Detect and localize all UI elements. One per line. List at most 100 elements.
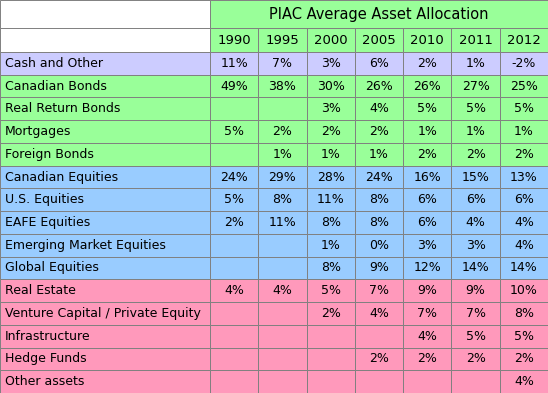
Text: 1%: 1%: [466, 125, 486, 138]
Text: 3%: 3%: [321, 102, 341, 115]
Bar: [258, 302, 306, 325]
Text: 1%: 1%: [514, 125, 534, 138]
Text: Canadian Equities: Canadian Equities: [5, 171, 118, 184]
Bar: [403, 325, 452, 347]
Bar: [210, 347, 258, 370]
Bar: [452, 97, 500, 120]
Bar: [500, 302, 548, 325]
Text: Mortgages: Mortgages: [5, 125, 71, 138]
Text: 30%: 30%: [317, 80, 345, 93]
Text: 5%: 5%: [321, 284, 341, 297]
Text: Global Equities: Global Equities: [5, 261, 99, 274]
Text: 10%: 10%: [510, 284, 538, 297]
Text: 12%: 12%: [413, 261, 441, 274]
Text: 6%: 6%: [369, 57, 389, 70]
Bar: [355, 166, 403, 188]
Bar: [0, 370, 210, 393]
Bar: [258, 211, 306, 234]
Text: 26%: 26%: [413, 80, 441, 93]
Bar: [0, 97, 210, 120]
Text: 1%: 1%: [321, 239, 341, 252]
Text: 2%: 2%: [418, 57, 437, 70]
Bar: [355, 143, 403, 166]
Bar: [258, 257, 306, 279]
Bar: [452, 28, 500, 52]
Bar: [355, 234, 403, 257]
Text: U.S. Equities: U.S. Equities: [5, 193, 84, 206]
Text: 2%: 2%: [321, 307, 341, 320]
Bar: [403, 370, 452, 393]
Text: 2%: 2%: [272, 125, 293, 138]
Text: 7%: 7%: [417, 307, 437, 320]
Text: Hedge Funds: Hedge Funds: [5, 353, 87, 365]
Text: Venture Capital / Private Equity: Venture Capital / Private Equity: [5, 307, 201, 320]
Text: 8%: 8%: [321, 216, 341, 229]
Bar: [452, 143, 500, 166]
Text: 29%: 29%: [269, 171, 296, 184]
Text: 2000: 2000: [314, 33, 347, 46]
Text: 8%: 8%: [369, 216, 389, 229]
Text: 4%: 4%: [514, 239, 534, 252]
Bar: [258, 143, 306, 166]
Bar: [355, 120, 403, 143]
Bar: [210, 325, 258, 347]
Text: Foreign Bonds: Foreign Bonds: [5, 148, 94, 161]
Bar: [306, 370, 355, 393]
Bar: [0, 75, 210, 97]
Text: 7%: 7%: [466, 307, 486, 320]
Bar: [452, 279, 500, 302]
Bar: [210, 302, 258, 325]
Bar: [306, 52, 355, 75]
Bar: [500, 120, 548, 143]
Bar: [0, 28, 210, 52]
Bar: [403, 211, 452, 234]
Bar: [452, 75, 500, 97]
Text: 8%: 8%: [369, 193, 389, 206]
Bar: [403, 28, 452, 52]
Bar: [306, 143, 355, 166]
Bar: [306, 75, 355, 97]
Text: 6%: 6%: [418, 193, 437, 206]
Bar: [355, 302, 403, 325]
Bar: [210, 52, 258, 75]
Text: 26%: 26%: [365, 80, 393, 93]
Bar: [452, 347, 500, 370]
Text: 5%: 5%: [417, 102, 437, 115]
Bar: [355, 52, 403, 75]
Bar: [355, 97, 403, 120]
Bar: [0, 188, 210, 211]
Bar: [500, 75, 548, 97]
Text: 1990: 1990: [218, 33, 251, 46]
Bar: [355, 325, 403, 347]
Bar: [0, 166, 210, 188]
Bar: [0, 211, 210, 234]
Bar: [452, 325, 500, 347]
Bar: [258, 28, 306, 52]
Text: 9%: 9%: [418, 284, 437, 297]
Bar: [0, 257, 210, 279]
Text: 2%: 2%: [369, 125, 389, 138]
Bar: [258, 75, 306, 97]
Bar: [500, 257, 548, 279]
Text: 5%: 5%: [224, 125, 244, 138]
Text: 2%: 2%: [514, 353, 534, 365]
Text: 5%: 5%: [224, 193, 244, 206]
Text: 1%: 1%: [321, 148, 341, 161]
Bar: [355, 347, 403, 370]
Bar: [258, 188, 306, 211]
Text: 11%: 11%: [220, 57, 248, 70]
Bar: [0, 302, 210, 325]
Bar: [306, 279, 355, 302]
Text: 27%: 27%: [461, 80, 489, 93]
Text: 4%: 4%: [514, 375, 534, 388]
Text: 2%: 2%: [418, 353, 437, 365]
Bar: [306, 97, 355, 120]
Bar: [258, 52, 306, 75]
Text: 1%: 1%: [369, 148, 389, 161]
Bar: [210, 166, 258, 188]
Bar: [210, 120, 258, 143]
Text: 1%: 1%: [466, 57, 486, 70]
Bar: [0, 0, 210, 28]
Bar: [306, 211, 355, 234]
Text: 14%: 14%: [510, 261, 538, 274]
